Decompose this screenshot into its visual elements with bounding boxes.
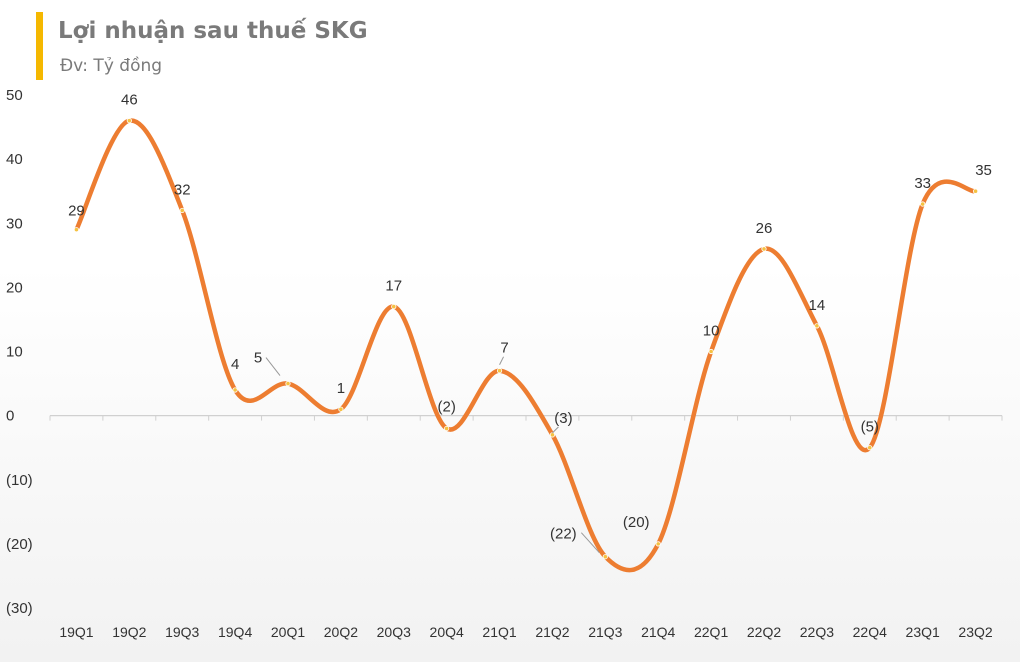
x-tick-label: 19Q4 bbox=[218, 624, 252, 640]
data-label: 5 bbox=[254, 350, 262, 367]
data-point bbox=[444, 425, 450, 432]
data-label: 1 bbox=[337, 380, 345, 397]
data-label: 4 bbox=[231, 356, 239, 373]
y-tick-label: 30 bbox=[6, 215, 23, 232]
data-label: (22) bbox=[550, 526, 577, 543]
data-point bbox=[73, 227, 80, 233]
data-point bbox=[814, 323, 820, 329]
x-tick-label: 22Q1 bbox=[694, 624, 728, 640]
x-tick-label: 19Q2 bbox=[112, 624, 146, 640]
y-tick-label: 20 bbox=[6, 279, 23, 296]
data-label: 33 bbox=[914, 175, 931, 192]
x-tick-label: 21Q1 bbox=[482, 624, 516, 640]
data-label: (3) bbox=[554, 410, 572, 427]
x-tick-label: 20Q2 bbox=[324, 624, 358, 640]
x-tick-label: 20Q1 bbox=[271, 624, 305, 640]
data-point bbox=[232, 387, 238, 393]
title-accent-bar bbox=[36, 12, 43, 80]
y-tick-label: 0 bbox=[6, 408, 14, 425]
data-point bbox=[761, 246, 767, 252]
data-label: 7 bbox=[500, 340, 508, 357]
data-label: 35 bbox=[975, 162, 992, 179]
x-tick-label: 19Q3 bbox=[165, 624, 199, 640]
x-tick-label: 21Q2 bbox=[535, 624, 569, 640]
x-tick-label: 23Q2 bbox=[958, 624, 992, 640]
data-point bbox=[867, 445, 873, 451]
x-tick-label: 22Q4 bbox=[853, 624, 887, 640]
y-tick-label: 40 bbox=[6, 151, 23, 168]
data-point bbox=[391, 304, 397, 310]
x-tick-label: 21Q3 bbox=[588, 624, 622, 640]
profit-series-line bbox=[74, 118, 978, 573]
x-tick-label: 23Q1 bbox=[906, 624, 940, 640]
y-tick-label: (20) bbox=[6, 536, 33, 553]
data-label: 14 bbox=[809, 297, 826, 314]
data-label: (20) bbox=[623, 514, 650, 531]
data-label: 26 bbox=[756, 220, 773, 237]
data-point bbox=[655, 541, 661, 547]
data-label: (5) bbox=[861, 419, 879, 436]
data-point bbox=[285, 380, 291, 387]
label-leader-line bbox=[552, 426, 559, 434]
data-label: 46 bbox=[121, 92, 138, 109]
data-point bbox=[179, 207, 185, 214]
x-tick-label: 21Q4 bbox=[641, 624, 675, 640]
y-tick-label: (30) bbox=[6, 600, 33, 617]
data-point bbox=[920, 201, 926, 207]
data-label: 29 bbox=[68, 203, 85, 220]
x-tick-label: 20Q3 bbox=[377, 624, 411, 640]
data-point bbox=[338, 406, 344, 412]
x-tick-label: 22Q3 bbox=[800, 624, 834, 640]
data-label: 10 bbox=[703, 323, 720, 340]
label-leader-line bbox=[580, 532, 600, 554]
y-tick-label: (10) bbox=[6, 472, 33, 489]
data-point bbox=[708, 348, 714, 355]
label-leader-line bbox=[499, 356, 505, 365]
data-point bbox=[549, 432, 556, 438]
data-point bbox=[496, 368, 503, 374]
data-point bbox=[972, 188, 979, 194]
x-tick-label: 22Q2 bbox=[747, 624, 781, 640]
label-leader-line bbox=[265, 357, 281, 376]
data-label: 17 bbox=[385, 278, 402, 295]
data-label: 32 bbox=[174, 181, 191, 198]
data-point bbox=[126, 118, 132, 124]
data-point bbox=[602, 554, 608, 560]
x-tick-label: 20Q4 bbox=[430, 624, 464, 640]
chart-unit: Đv: Tỷ đồng bbox=[60, 56, 163, 76]
data-label: (2) bbox=[437, 398, 455, 415]
y-tick-label: 50 bbox=[6, 87, 23, 104]
chart-title: Lợi nhuận sau thuế SKG bbox=[58, 18, 368, 44]
y-tick-label: 10 bbox=[6, 344, 23, 361]
x-tick-label: 19Q1 bbox=[59, 624, 93, 640]
